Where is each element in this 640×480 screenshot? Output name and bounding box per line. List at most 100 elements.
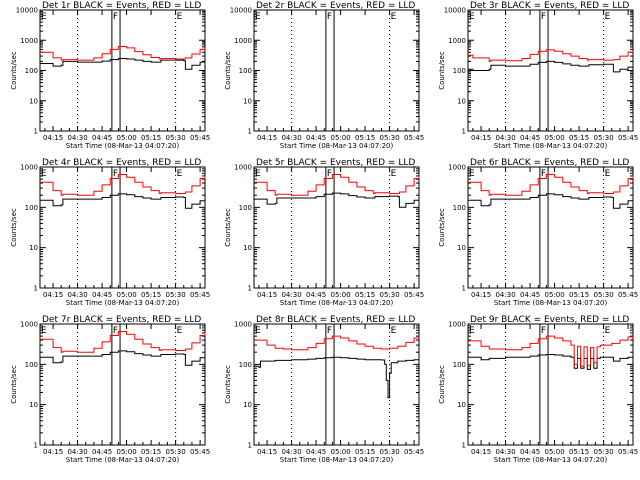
plot-frame	[253, 323, 420, 446]
x-tick-label: 05:15	[141, 448, 161, 456]
y-tick-label: 100	[453, 67, 466, 75]
y-axis-label: Counts/sec	[438, 208, 446, 247]
x-tick-label: 04:45	[520, 291, 540, 299]
chart-title: Det 3r BLACK = Events, RED = LLD	[470, 1, 629, 11]
y-tick-label: 10000	[444, 7, 466, 15]
y-tick-label: 10000	[230, 7, 252, 15]
interval-box	[539, 323, 549, 446]
interval-box	[325, 166, 335, 289]
series-events-line	[254, 356, 419, 399]
interval-mark-label: E	[391, 326, 397, 336]
interval-mark-label: F	[327, 326, 332, 336]
x-tick-label: 04:45	[520, 134, 540, 142]
series-events-line	[40, 58, 205, 70]
y-tick-label: 1	[34, 442, 38, 450]
interval-box	[325, 9, 335, 132]
interval-mark-label: F	[113, 326, 118, 336]
interval-mark-label: F	[541, 169, 546, 179]
x-tick-label: 04:45	[92, 448, 112, 456]
y-tick-label: 1000	[448, 164, 466, 172]
y-axis-label: Counts/sec	[224, 208, 232, 247]
interval-mark-label: E	[469, 12, 475, 22]
series-events-line	[468, 193, 634, 209]
x-tick-label: 05:00	[544, 291, 564, 299]
x-tick-label: 05:15	[141, 291, 161, 299]
x-axis-label: Start Time (08-Mar-13 04:07:20)	[66, 456, 180, 464]
x-tick-label: 04:30	[67, 134, 87, 142]
interval-mark-label: F	[327, 12, 332, 22]
interval-mark-label: E	[469, 326, 475, 336]
interval-mark-label: E	[605, 12, 611, 22]
series-lld-line	[40, 331, 206, 353]
y-axis-label: Counts/sec	[10, 365, 18, 404]
x-tick-label: 04:15	[471, 134, 491, 142]
interval-mark-label: F	[541, 12, 546, 22]
x-tick-label: 04:15	[43, 291, 63, 299]
interval-box	[111, 9, 121, 132]
x-tick-label: 05:45	[190, 291, 210, 299]
x-axis-label: Start Time (08-Mar-13 04:07:20)	[494, 142, 608, 150]
y-tick-label: 1000	[448, 37, 466, 45]
x-tick-label: 04:30	[495, 291, 515, 299]
y-tick-label: 10	[243, 401, 252, 409]
x-tick-label: 05:15	[569, 134, 589, 142]
series-events-line	[40, 350, 206, 366]
x-tick-label: 04:30	[67, 448, 87, 456]
x-tick-label: 05:30	[594, 291, 614, 299]
x-tick-label: 05:00	[116, 291, 136, 299]
x-tick-label: 05:30	[166, 291, 186, 299]
series-lld-line	[40, 174, 206, 196]
chart-title: Det 9r BLACK = Events, RED = LLD	[470, 315, 629, 325]
interval-mark-label: E	[391, 169, 397, 179]
y-axis-label: Counts/sec	[10, 208, 18, 247]
x-tick-label: 05:45	[404, 291, 424, 299]
interval-mark-label: E	[391, 12, 397, 22]
x-tick-label: 05:30	[380, 134, 400, 142]
chart-title: Det 7r BLACK = Events, RED = LLD	[42, 315, 201, 325]
chart-title: Det 8r BLACK = Events, RED = LLD	[256, 315, 415, 325]
plot-frame	[39, 166, 206, 289]
x-tick-label: 05:15	[569, 448, 589, 456]
x-tick-label: 05:45	[190, 134, 210, 142]
series-lld-line	[468, 174, 634, 196]
plot-frame	[39, 9, 206, 132]
y-tick-label: 1000	[20, 321, 38, 329]
y-axis-label: Counts/sec	[224, 51, 232, 90]
y-tick-label: 1	[462, 128, 466, 136]
interval-mark-label: E	[469, 169, 475, 179]
y-tick-label: 1	[248, 128, 252, 136]
y-tick-label: 10000	[16, 7, 38, 15]
interval-mark-label: E	[41, 12, 47, 22]
x-tick-label: 05:00	[330, 291, 350, 299]
x-tick-label: 05:00	[330, 134, 350, 142]
x-axis-label: Start Time (08-Mar-13 04:07:20)	[66, 299, 180, 307]
x-tick-label: 04:30	[281, 291, 301, 299]
x-tick-label: 04:45	[306, 448, 326, 456]
x-tick-label: 04:45	[520, 448, 540, 456]
x-tick-label: 04:30	[281, 134, 301, 142]
x-tick-label: 04:30	[495, 134, 515, 142]
x-tick-label: 05:45	[618, 448, 638, 456]
y-tick-label: 1000	[20, 164, 38, 172]
y-tick-label: 100	[25, 361, 38, 369]
y-axis-label: Counts/sec	[224, 365, 232, 404]
interval-mark-label: E	[177, 326, 183, 336]
interval-box	[539, 166, 549, 289]
y-tick-label: 100	[453, 361, 466, 369]
interval-mark-label: E	[255, 169, 261, 179]
series-lld-line	[254, 335, 420, 351]
interval-box	[111, 166, 121, 289]
y-tick-label: 1000	[234, 321, 252, 329]
x-tick-label: 05:15	[355, 448, 375, 456]
y-tick-label: 10	[29, 401, 38, 409]
interval-box	[539, 9, 549, 132]
interval-mark-label: E	[177, 169, 183, 179]
x-tick-label: 04:15	[257, 448, 277, 456]
interval-mark-label: F	[113, 12, 118, 22]
x-axis-label: Start Time (08-Mar-13 04:07:20)	[280, 142, 394, 150]
interval-mark-label: E	[605, 326, 611, 336]
